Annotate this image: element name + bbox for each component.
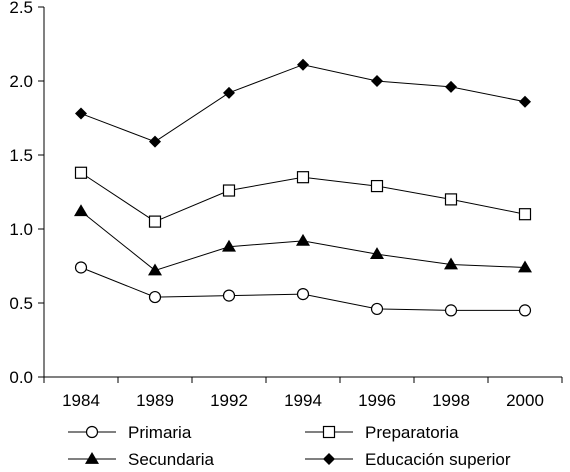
data-point <box>148 263 162 276</box>
data-point <box>370 302 384 316</box>
y-tick-label: 2.0 <box>9 72 33 91</box>
x-tick-label: 1998 <box>432 391 470 410</box>
series-preparatoria <box>74 166 532 228</box>
legend: Primaria Preparatoria Secundaria Educación … <box>68 423 511 469</box>
x-tick-label: 1992 <box>210 391 248 410</box>
y-tick-label: 1.0 <box>9 220 33 239</box>
x-tick-label: 1994 <box>284 391 322 410</box>
data-point <box>518 260 532 273</box>
legend-entry: Preparatoria <box>305 423 459 442</box>
x-tick-label: 2000 <box>506 391 544 410</box>
data-point <box>148 290 162 304</box>
legend-marker <box>85 425 99 439</box>
data-point <box>444 193 458 206</box>
legend-marker <box>85 452 99 464</box>
legend-entry: Educación superior <box>305 450 511 469</box>
data-point <box>445 80 457 93</box>
data-point <box>371 75 383 87</box>
data-point <box>74 166 88 179</box>
data-point <box>222 239 236 252</box>
series-line <box>80 64 526 143</box>
series-educaci-n-superior <box>75 58 531 148</box>
data-point <box>222 289 236 302</box>
legend-label: Educación superior <box>365 450 511 469</box>
data-point <box>296 171 310 184</box>
legend-label: Primaria <box>128 423 192 442</box>
series-secundaria <box>74 204 532 276</box>
series-layer <box>74 58 532 317</box>
data-point <box>370 247 384 260</box>
data-point <box>518 304 532 317</box>
data-point <box>74 204 88 217</box>
data-point <box>444 304 458 317</box>
data-point <box>370 179 384 193</box>
data-point <box>297 58 309 71</box>
y-tick-label: 2.5 <box>9 0 33 17</box>
y-tick-label: 0.0 <box>9 368 33 387</box>
data-point <box>75 107 87 120</box>
data-point <box>149 135 161 148</box>
data-point <box>74 261 88 274</box>
legend-entry: Primaria <box>68 423 192 442</box>
legend-marker <box>322 425 336 439</box>
series-primaria <box>74 261 532 317</box>
data-point <box>296 288 310 301</box>
legend-label: Secundaria <box>128 450 215 469</box>
data-point <box>296 233 310 246</box>
y-tick-label: 0.5 <box>9 294 33 313</box>
data-point <box>519 95 531 108</box>
x-tick-label: 1984 <box>62 391 100 410</box>
data-point <box>444 257 458 270</box>
data-point <box>148 215 162 228</box>
chart-axes: 0.0 0.5 1.0 1.5 2.0 2.5 1984 1989 1992 1994 1996 19… <box>9 0 563 410</box>
legend-marker <box>323 453 335 465</box>
x-tick-label: 1996 <box>358 391 396 410</box>
legend-label: Preparatoria <box>365 423 459 442</box>
data-point <box>518 208 532 221</box>
data-point <box>222 184 236 197</box>
legend-entry: Secundaria <box>68 450 215 469</box>
data-point <box>223 86 235 99</box>
x-tick-label: 1989 <box>136 391 174 410</box>
y-tick-label: 1.5 <box>9 146 33 165</box>
